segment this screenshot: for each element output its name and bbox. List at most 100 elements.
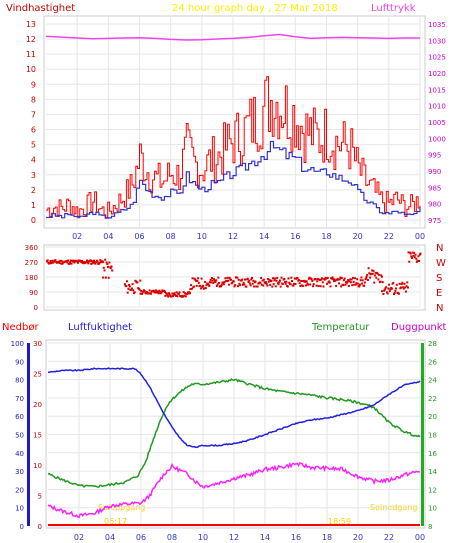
direction-point bbox=[418, 260, 421, 262]
direction-point bbox=[303, 279, 306, 282]
direction-point bbox=[236, 276, 239, 279]
direction-point bbox=[305, 284, 307, 287]
direction-point bbox=[132, 289, 135, 292]
direction-point bbox=[176, 295, 179, 298]
direction-point bbox=[300, 279, 303, 282]
direction-point bbox=[348, 280, 351, 283]
pressure-tick-label: 1025 bbox=[428, 54, 446, 62]
direction-point bbox=[372, 269, 375, 272]
pressure-tick-label: 975 bbox=[428, 217, 441, 225]
direction-point bbox=[347, 285, 350, 287]
direction-point bbox=[329, 285, 332, 288]
direction-point bbox=[209, 281, 211, 284]
climate-x-tick-label: 14 bbox=[260, 533, 270, 542]
direction-point bbox=[173, 292, 176, 295]
direction-point bbox=[158, 289, 161, 292]
direction-point bbox=[70, 262, 73, 265]
direction-point bbox=[93, 261, 96, 264]
direction-point bbox=[395, 283, 398, 286]
direction-point bbox=[418, 253, 421, 256]
rain-tick-label: 20 bbox=[15, 486, 24, 494]
wind-x-tick-label: 12 bbox=[228, 232, 238, 241]
direction-point bbox=[65, 260, 68, 263]
direction-point bbox=[279, 285, 282, 288]
pressure-tick-label: 1015 bbox=[428, 86, 446, 94]
direction-point bbox=[345, 282, 348, 285]
direction-point bbox=[308, 276, 311, 279]
direction-point bbox=[73, 261, 76, 264]
direction-point bbox=[247, 281, 250, 283]
temperature-axis-title: Temperatur bbox=[311, 322, 370, 333]
temp-tick-label: 26 bbox=[428, 358, 437, 366]
direction-point bbox=[383, 288, 386, 291]
rain-tick-label: 60 bbox=[15, 413, 24, 421]
direction-point bbox=[404, 290, 407, 293]
direction-point bbox=[366, 274, 369, 276]
humidity-tick-label: 5 bbox=[38, 493, 42, 501]
direction-point bbox=[314, 278, 317, 281]
direction-point bbox=[103, 269, 106, 272]
pressure-tick-label: 1035 bbox=[428, 21, 446, 29]
direction-point bbox=[163, 289, 166, 292]
direction-point bbox=[52, 261, 55, 264]
wind-mean-line bbox=[46, 140, 421, 219]
direction-point bbox=[296, 277, 299, 280]
direction-point bbox=[251, 276, 253, 279]
direction-panel-frame bbox=[43, 244, 426, 311]
direction-point bbox=[164, 294, 167, 297]
direction-point bbox=[319, 279, 321, 282]
direction-point bbox=[354, 283, 357, 286]
direction-point bbox=[367, 267, 370, 270]
direction-point bbox=[106, 263, 109, 266]
direction-point bbox=[415, 257, 418, 260]
direction-point bbox=[202, 284, 204, 287]
direction-point bbox=[360, 276, 363, 279]
direction-point bbox=[340, 277, 343, 279]
rain-tick-label: 30 bbox=[15, 468, 24, 476]
direction-point bbox=[291, 280, 293, 282]
direction-point bbox=[407, 251, 410, 254]
direction-point bbox=[271, 285, 274, 288]
direction-point bbox=[197, 281, 200, 284]
direction-point bbox=[214, 280, 217, 283]
direction-point bbox=[359, 283, 361, 286]
direction-point bbox=[87, 262, 90, 265]
temp-tick-label: 22 bbox=[428, 395, 437, 403]
direction-point bbox=[102, 276, 105, 279]
direction-point bbox=[248, 279, 251, 282]
humidity-line bbox=[47, 367, 421, 449]
pressure-tick-label: 1020 bbox=[428, 70, 446, 78]
direction-point bbox=[398, 282, 401, 285]
direction-point bbox=[289, 283, 292, 286]
wind-tick-label: 4 bbox=[31, 156, 36, 165]
direction-point bbox=[342, 279, 345, 282]
direction-point bbox=[323, 278, 326, 281]
direction-point bbox=[359, 279, 362, 282]
direction-point bbox=[352, 276, 354, 279]
direction-point bbox=[280, 276, 283, 279]
direction-point bbox=[416, 259, 419, 262]
direction-point bbox=[254, 280, 257, 283]
temperature-line bbox=[47, 378, 421, 488]
direction-point bbox=[128, 284, 131, 286]
direction-point bbox=[139, 292, 142, 295]
direction-point bbox=[307, 277, 310, 280]
wind-tick-label: 3 bbox=[31, 171, 36, 180]
direction-point bbox=[164, 290, 166, 293]
direction-point bbox=[345, 281, 347, 284]
wind-tick-label: 8 bbox=[31, 95, 36, 104]
direction-point bbox=[92, 261, 95, 264]
direction-point bbox=[259, 281, 262, 284]
pressure-tick-label: 1010 bbox=[428, 103, 446, 111]
direction-point bbox=[152, 289, 155, 292]
direction-point bbox=[281, 283, 284, 285]
direction-point bbox=[200, 277, 203, 280]
direction-point bbox=[59, 259, 62, 262]
direction-point bbox=[159, 290, 162, 293]
direction-point bbox=[182, 291, 185, 294]
direction-point bbox=[375, 276, 378, 279]
direction-point bbox=[246, 277, 249, 280]
humidity-axis-title: Luftfuktighet bbox=[68, 322, 132, 333]
direction-point bbox=[383, 289, 386, 292]
